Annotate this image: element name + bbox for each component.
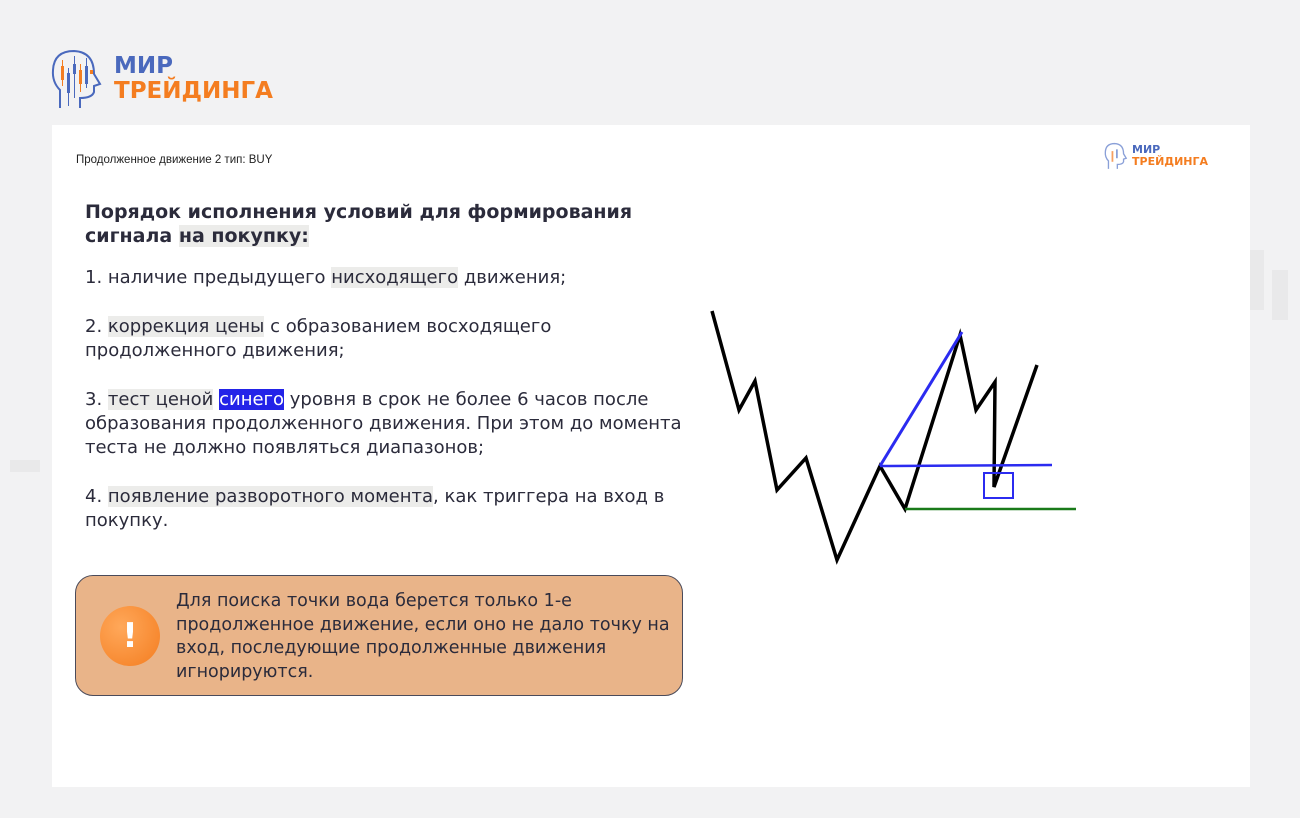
conditions-text: Порядок исполнения условий для формирова…	[85, 200, 685, 558]
condition-item: 2. коррекция цены с образованием восходя…	[85, 316, 552, 361]
condition-item: 1. наличие предыдущего нисходящего движе…	[85, 267, 567, 288]
head-chart-icon	[1104, 142, 1128, 169]
slide-logo-line2: ТРЕЙДИНГА	[1132, 155, 1209, 168]
background-decoration	[1250, 250, 1264, 310]
background-decoration	[1272, 270, 1288, 320]
blue-level-line	[879, 463, 1053, 468]
brand-logo: МИР ТРЕЙДИНГА	[50, 48, 273, 110]
test-zone-box	[983, 472, 1014, 499]
slide-logo: МИР ТРЕЙДИНГА	[1104, 141, 1208, 171]
price-path	[710, 310, 1039, 565]
conditions-heading: Порядок исполнения условий для формирова…	[85, 201, 633, 247]
head-chart-icon	[51, 49, 102, 108]
brand-line1: МИР	[114, 53, 173, 79]
slide-logo-line1: МИР	[1132, 143, 1161, 156]
warning-callout: ! Для поиска точки вода берется только 1…	[75, 575, 683, 696]
slide-subtitle: Продолженное движение 2 тип: BUY	[76, 154, 273, 166]
condition-item: 4. появление разворотного момента, как т…	[85, 486, 665, 531]
slide: Продолженное движение 2 тип: BUY МИР ТРЕ…	[52, 125, 1250, 787]
brand-line2: ТРЕЙДИНГА	[114, 78, 273, 104]
exclamation-icon: !	[100, 606, 160, 666]
condition-item: 3. тест ценой синего уровня в срок не бо…	[85, 389, 682, 458]
callout-text: Для поиска точки вода берется только 1-е…	[176, 591, 670, 682]
blue-impulse-line	[878, 331, 964, 467]
background-decoration	[10, 460, 40, 472]
